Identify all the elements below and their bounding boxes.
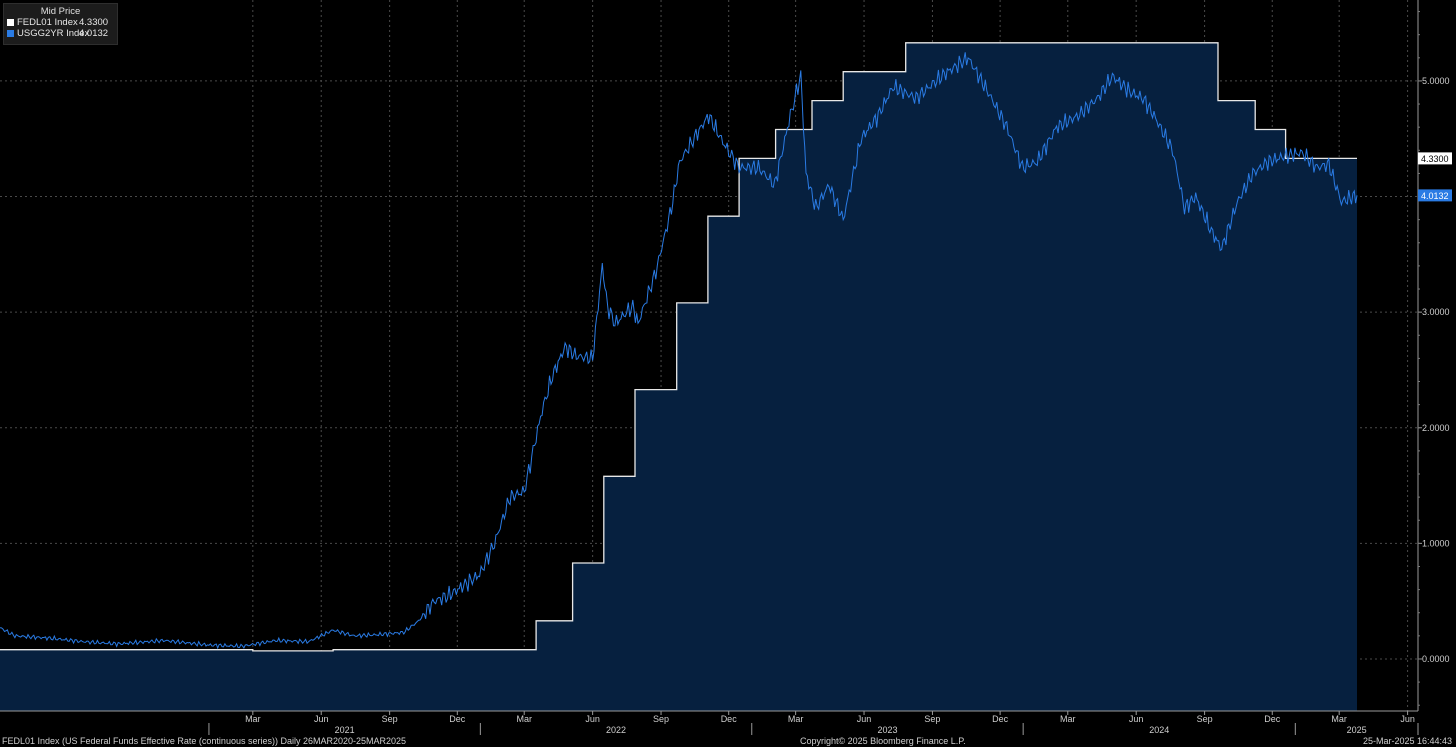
- x-tick-label: Mar: [245, 714, 261, 724]
- y-tick-label: 3.0000: [1422, 307, 1450, 317]
- x-tick-label: Mar: [516, 714, 532, 724]
- footer-copyright: Copyright© 2025 Bloomberg Finance L.P.: [800, 736, 966, 746]
- last-value-box: [1418, 189, 1452, 202]
- x-tick-label: Jun: [314, 714, 329, 724]
- y-tick-label: 2.0000: [1422, 423, 1450, 433]
- legend-header: Mid Price: [40, 6, 81, 17]
- fed-funds-area: [0, 42, 1357, 712]
- legend-label-fedl01: FEDL01 Index: [17, 17, 78, 28]
- y-tick-label: 5.0000: [1422, 76, 1450, 86]
- fedl01-area-fill: [0, 42, 1357, 712]
- last-value-label: 4.3300: [1421, 154, 1449, 164]
- footer-description: FEDL01 Index (US Federal Funds Effective…: [2, 736, 407, 746]
- x-year-label: 2024: [1149, 725, 1169, 735]
- last-value-label: 4.0132: [1421, 191, 1449, 201]
- fedl01-step-line: [0, 42, 1357, 652]
- x-tick-label: Sep: [653, 714, 669, 724]
- legend-item-usgg2yr: USGG2YR Index 4.0132: [4, 28, 117, 39]
- x-tick-label: Jun: [1129, 714, 1144, 724]
- x-year-label: 2023: [877, 725, 897, 735]
- legend-value-usgg2yr: 4.0132: [79, 28, 109, 39]
- x-tick-label: Mar: [788, 714, 804, 724]
- x-tick-label: Mar: [1060, 714, 1076, 724]
- x-year-label: 2025: [1347, 725, 1367, 735]
- usgg2yr-line: [0, 52, 1358, 650]
- series-lines: [0, 42, 1358, 652]
- x-tick-label: Mar: [1331, 714, 1347, 724]
- legend-label-usgg2yr: USGG2YR Index: [17, 28, 90, 39]
- x-tick-label: Jun: [1400, 714, 1415, 724]
- chart-legend: Mid Price FEDL01 Index 4.3300 USGG2YR In…: [3, 3, 118, 45]
- x-tick-label: Jun: [585, 714, 600, 724]
- last-value-box: [1418, 152, 1452, 165]
- legend-item-fedl01: FEDL01 Index 4.3300: [4, 17, 117, 28]
- y-tick-label: 1.0000: [1422, 538, 1450, 548]
- x-tick-label: Dec: [721, 714, 738, 724]
- x-tick-label: Sep: [382, 714, 398, 724]
- x-tick-label: Dec: [449, 714, 466, 724]
- legend-swatch-usgg2yr: [7, 30, 14, 37]
- x-tick-label: Jun: [857, 714, 872, 724]
- x-tick-label: Sep: [1197, 714, 1213, 724]
- legend-value-fedl01: 4.3300: [79, 17, 109, 28]
- x-tick-label: Dec: [1264, 714, 1281, 724]
- x-year-label: 2021: [335, 725, 355, 735]
- x-tick-label: Sep: [924, 714, 940, 724]
- x-tick-label: Dec: [992, 714, 1009, 724]
- x-year-label: 2022: [606, 725, 626, 735]
- y-tick-label: 0.0000: [1422, 654, 1450, 664]
- legend-swatch-fedl01: [7, 19, 14, 26]
- footer-timestamp: 25-Mar-2025 16:44:43: [1362, 736, 1452, 746]
